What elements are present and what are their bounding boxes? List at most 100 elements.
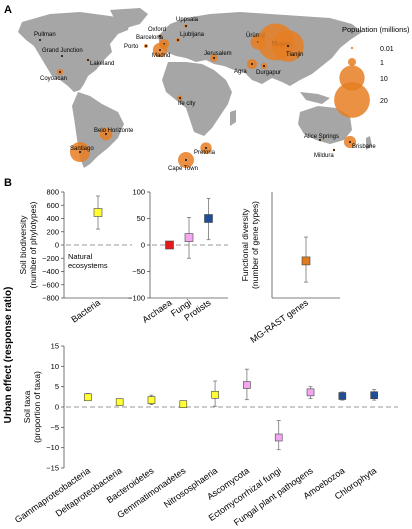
y-axis-label: Functional diversity bbox=[240, 208, 250, 282]
y-axis-label: Soil taxa bbox=[22, 390, 32, 423]
y-tick-label: 200 bbox=[46, 227, 59, 236]
x-tick-label: Bacteria bbox=[69, 297, 102, 324]
chart-4: 15 10 5 0 −5 −10 −15 Soil taxa (proportion of ta… bbox=[13, 342, 398, 528]
data-point bbox=[93, 208, 103, 217]
city-label: Grand Junction bbox=[42, 48, 83, 54]
city-dot bbox=[61, 55, 63, 57]
city-dot bbox=[263, 65, 265, 67]
legend-bubble bbox=[350, 46, 354, 50]
city-dot bbox=[185, 159, 187, 161]
shared-ylabel: Urban effect (response ratio) bbox=[3, 287, 14, 424]
greenland-landmass bbox=[110, 8, 148, 28]
data-point bbox=[165, 240, 174, 250]
annotation-text: Natural bbox=[68, 252, 93, 261]
city-dot bbox=[79, 151, 81, 153]
city-markers: Pullman Grand Junction Lakeland Coyoacan Oxf… bbox=[34, 17, 376, 172]
data-point bbox=[204, 214, 213, 223]
data-point bbox=[147, 396, 156, 404]
x-tick-label: Nitrososphaeria bbox=[162, 465, 219, 509]
y-tick-label: −15 bbox=[46, 464, 59, 473]
y-tick-label: 100 bbox=[132, 188, 145, 197]
y-tick-label: −5 bbox=[50, 423, 59, 432]
city-label: Santiago bbox=[70, 146, 94, 152]
legend-size-label: 1 bbox=[380, 60, 384, 67]
city-label: Barcelona bbox=[136, 35, 164, 41]
y-tick-label: 600 bbox=[46, 201, 59, 210]
data-point bbox=[211, 390, 219, 399]
city-dot bbox=[349, 141, 351, 143]
y-tick-label: 400 bbox=[46, 214, 59, 223]
city-label: Lakeland bbox=[90, 61, 114, 67]
city-dot bbox=[177, 39, 179, 41]
city-label: Mildura bbox=[314, 153, 334, 159]
legend-size-label: 0.01 bbox=[380, 46, 394, 53]
city-dot bbox=[59, 71, 61, 73]
city-dot bbox=[319, 139, 321, 141]
city-label: Tianjin bbox=[286, 52, 303, 58]
y-tick-label: 0 bbox=[55, 403, 59, 412]
city-dot bbox=[251, 63, 253, 65]
city-label: Madrid bbox=[152, 53, 170, 59]
data-point bbox=[184, 233, 194, 242]
population-legend: Population (millions) 0.01 1 10 20 bbox=[334, 25, 410, 118]
legend-bubble bbox=[348, 58, 356, 66]
city-dot bbox=[145, 45, 147, 47]
data-point bbox=[243, 381, 251, 389]
chart-1: 800 600 400 200 0 −200 −400 −600 −800 Soil biodiv… bbox=[18, 188, 132, 325]
city-dot bbox=[105, 133, 107, 135]
y-axis-label: (number of gene types) bbox=[250, 201, 260, 289]
north-america-landmass bbox=[18, 12, 130, 92]
y-tick-label: −200 bbox=[42, 254, 59, 263]
city-label: Agra bbox=[234, 69, 247, 75]
data-point bbox=[274, 433, 283, 442]
city-label: Ife city bbox=[178, 101, 195, 107]
city-label: Pretoria bbox=[194, 150, 216, 156]
city-dot bbox=[159, 49, 161, 51]
data-point bbox=[301, 256, 311, 266]
city-dot bbox=[213, 57, 215, 59]
city-dot bbox=[179, 97, 181, 99]
madagascar-landmass bbox=[230, 110, 236, 126]
city-dot bbox=[159, 35, 161, 37]
city-label: Ürümqi bbox=[246, 32, 265, 39]
x-tick-label: MG-RAST genes bbox=[248, 297, 310, 345]
data-point bbox=[338, 392, 347, 400]
data-point bbox=[370, 391, 378, 400]
australia-landmass bbox=[298, 106, 352, 144]
data-point bbox=[306, 388, 315, 397]
charts: 800 600 400 200 0 −200 −400 −600 −800 Soil biodiv… bbox=[13, 188, 398, 528]
new-zealand-landmass bbox=[366, 136, 372, 150]
y-tick-label: 800 bbox=[46, 188, 59, 197]
chart-3: Functional diversity (number of gene type… bbox=[240, 192, 340, 345]
data-point bbox=[115, 398, 124, 406]
legend-title: Population (millions) bbox=[342, 25, 410, 34]
city-label: Uppsala bbox=[176, 17, 199, 23]
city-dot bbox=[39, 39, 41, 41]
data-point bbox=[84, 393, 92, 402]
y-tick-label: −10 bbox=[46, 443, 59, 452]
city-label: Durgapur bbox=[256, 70, 281, 76]
y-tick-label: −50 bbox=[132, 267, 145, 276]
africa-landmass bbox=[162, 62, 232, 136]
city-dot bbox=[205, 147, 207, 149]
city-label: Porto bbox=[124, 44, 139, 50]
city-label: Pullman bbox=[34, 32, 56, 38]
city-dot bbox=[87, 59, 89, 61]
y-tick-label: 0 bbox=[55, 241, 59, 250]
annotation-text: ecosystems bbox=[68, 261, 108, 270]
city-dot bbox=[333, 149, 335, 151]
y-tick-label: −800 bbox=[42, 294, 59, 303]
y-axis-label: (number of phylotypes) bbox=[28, 201, 38, 288]
se-asia-islands bbox=[300, 92, 330, 104]
y-tick-label: 5 bbox=[55, 382, 59, 391]
y-tick-label: −600 bbox=[42, 280, 59, 289]
city-label: Coyoacan bbox=[40, 76, 67, 82]
city-label: Brisbane bbox=[352, 144, 376, 150]
panel-a-label: A bbox=[4, 4, 12, 16]
city-dot bbox=[185, 25, 187, 27]
y-tick-label: −100 bbox=[128, 294, 145, 303]
legend-size-label: 10 bbox=[380, 76, 388, 83]
city-label: Jerusalem bbox=[204, 51, 232, 57]
y-tick-label: 10 bbox=[51, 362, 59, 371]
